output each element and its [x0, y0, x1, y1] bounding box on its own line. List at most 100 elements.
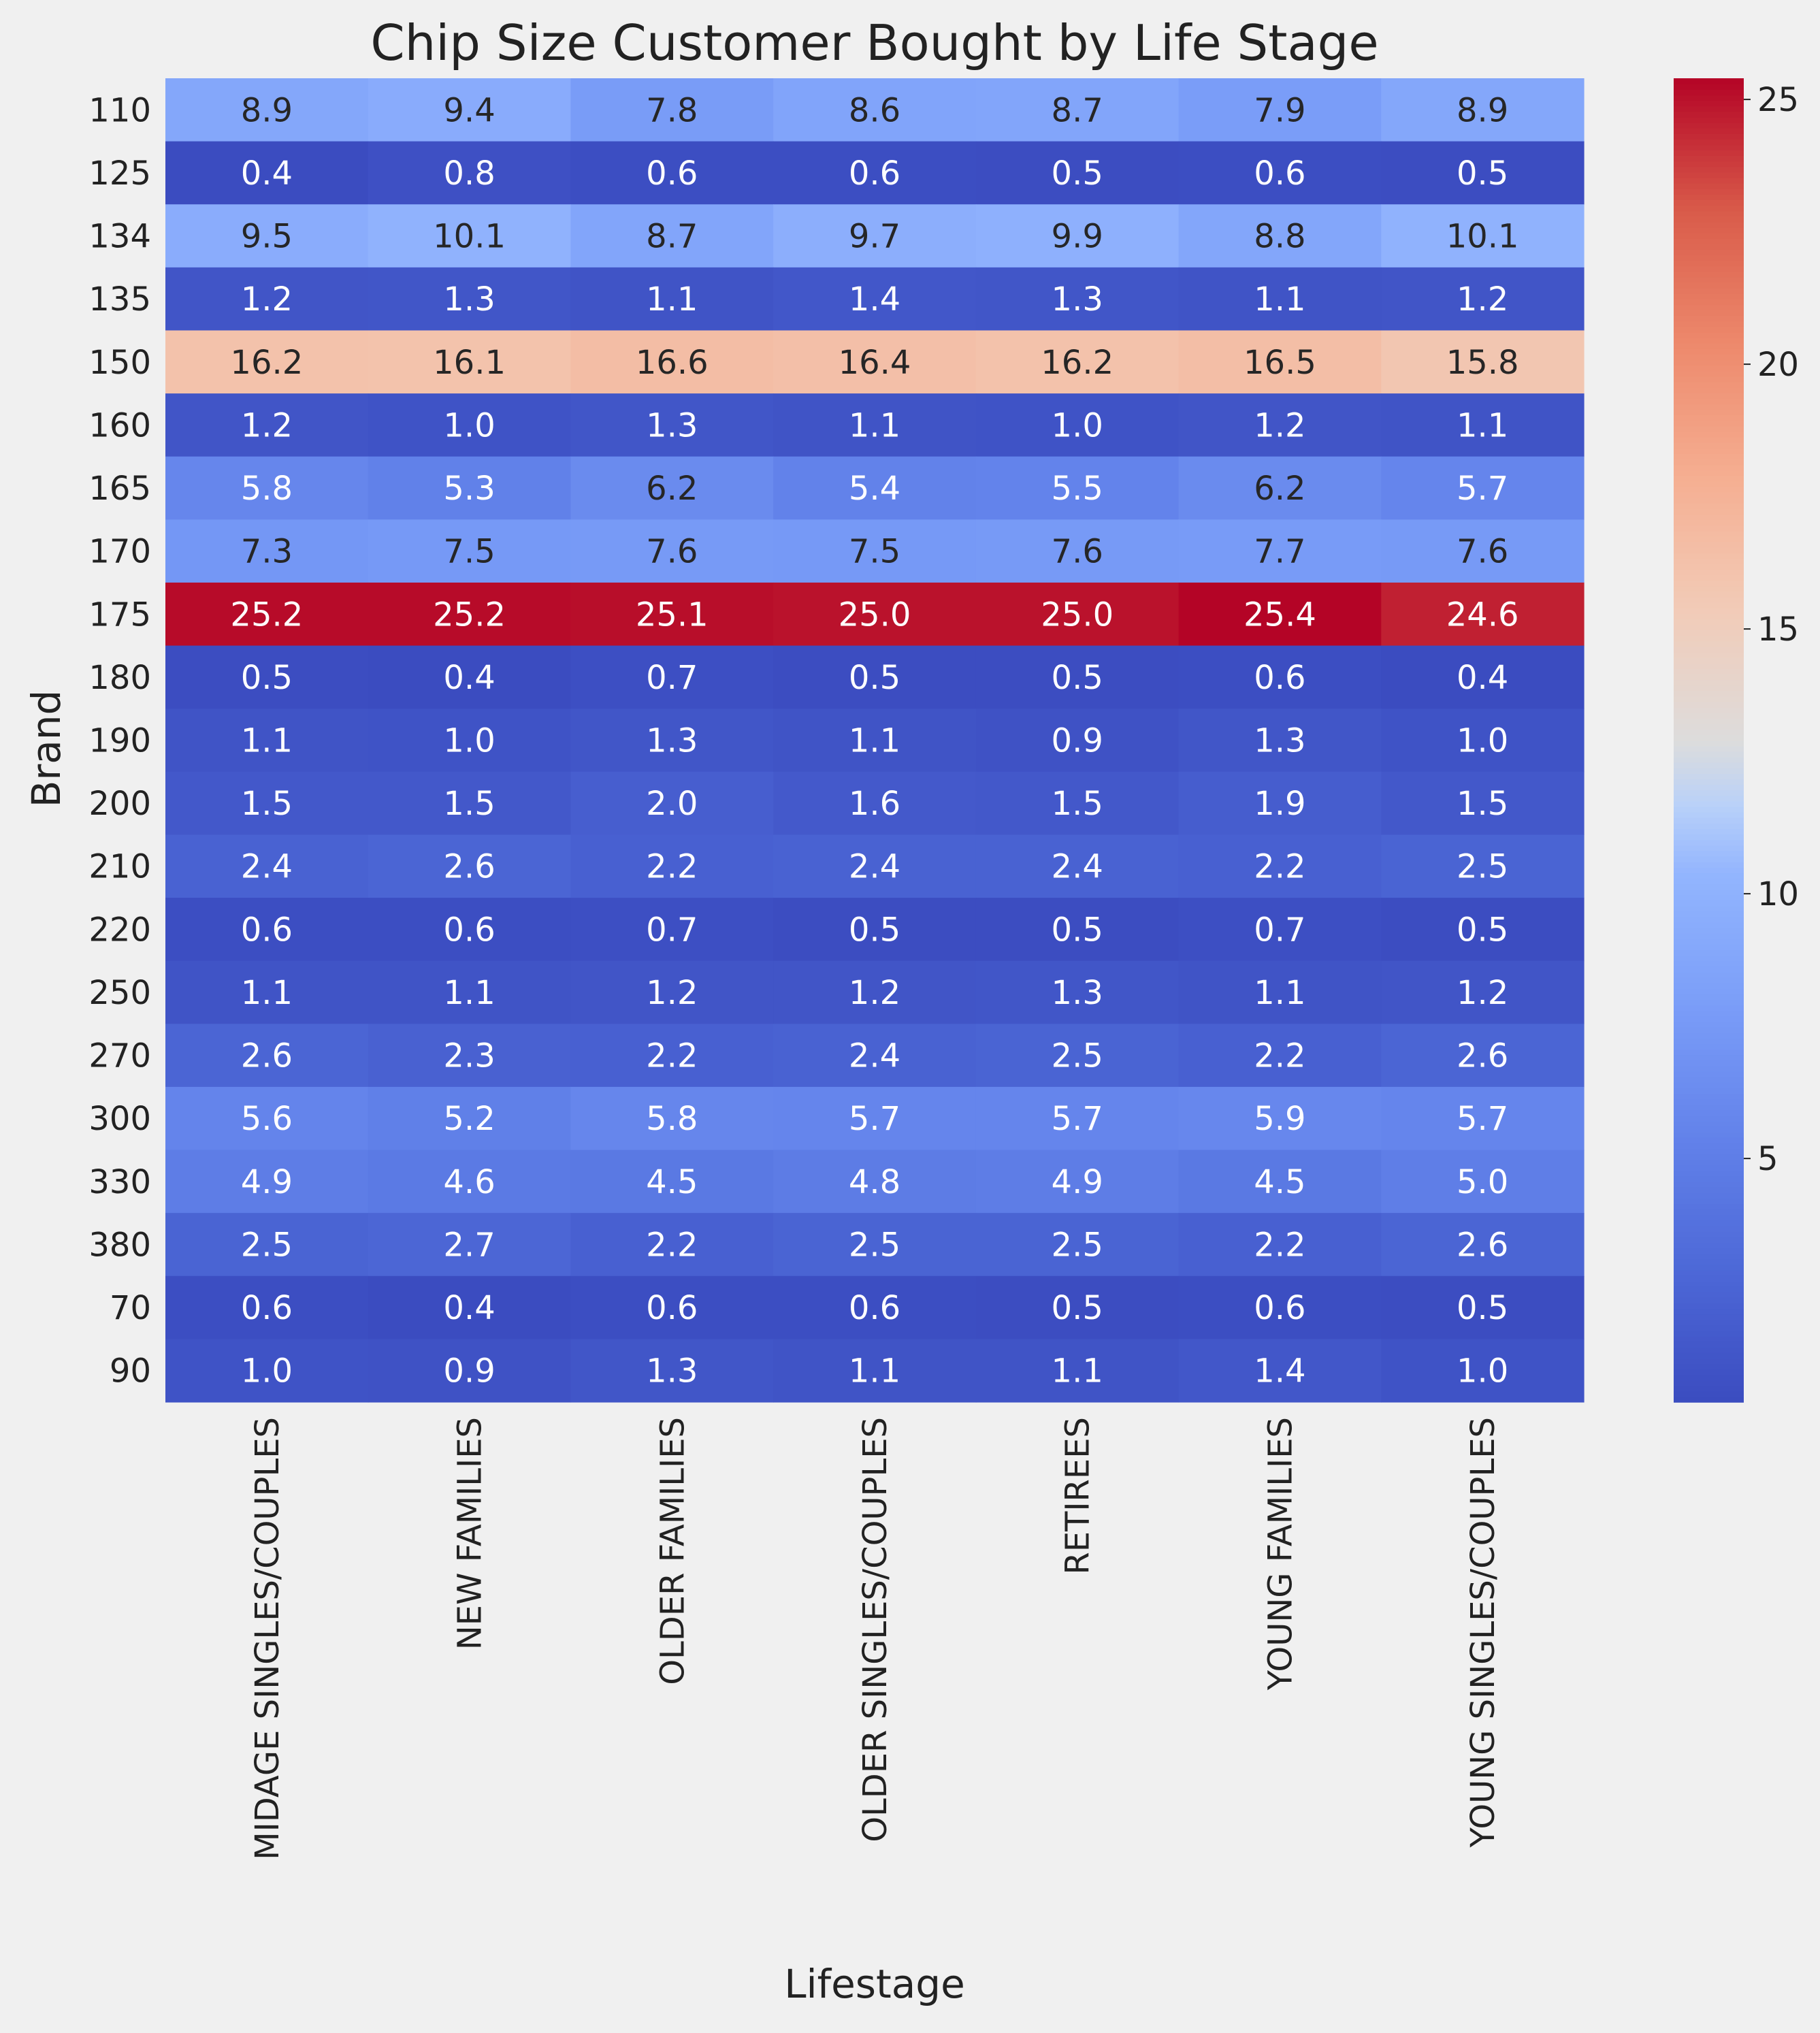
y-tick-label: 190	[88, 722, 151, 760]
cell-value-label: 1.2	[1254, 406, 1305, 444]
cell-value-label: 2.2	[646, 1226, 698, 1264]
colorbar-tick-label: 15	[1757, 611, 1799, 649]
colorbar-segment	[1674, 95, 1744, 101]
cell-value-label: 1.1	[1254, 974, 1305, 1012]
heatmap-cell	[570, 267, 774, 331]
colorbar-segment	[1674, 657, 1744, 664]
colorbar-segment	[1674, 392, 1744, 399]
cell-value-label: 1.9	[1254, 785, 1305, 823]
cell-value-label: 25.1	[636, 596, 709, 634]
colorbar-segment	[1674, 928, 1744, 934]
cell-value-label: 2.4	[849, 848, 900, 886]
cell-value-label: 10.1	[1446, 218, 1519, 256]
colorbar-segment	[1674, 387, 1744, 393]
colorbar-segment	[1674, 1181, 1744, 1188]
colorbar-segment	[1674, 105, 1744, 112]
colorbar-segment	[1674, 166, 1744, 173]
cell-value-label: 25.2	[433, 596, 506, 634]
heatmap-cell	[975, 960, 1180, 1024]
heatmap-cell	[975, 1150, 1180, 1214]
colorbar-segment	[1674, 1396, 1744, 1403]
colorbar-segment	[1674, 1126, 1744, 1133]
colorbar-segment	[1674, 414, 1744, 421]
cell-value-label: 5.5	[1052, 470, 1103, 508]
colorbar-segment	[1674, 370, 1744, 377]
colorbar-segment	[1674, 922, 1744, 928]
heatmap-cell	[368, 204, 572, 268]
cell-value-label: 25.0	[839, 596, 911, 634]
heatmap-cell	[368, 960, 572, 1024]
cell-value-label: 1.5	[241, 785, 293, 823]
heatmap-cell	[165, 141, 369, 205]
heatmap-cell	[570, 141, 774, 205]
colorbar-tick-label: 5	[1757, 1140, 1778, 1178]
cell-value-label: 1.3	[646, 1352, 698, 1390]
cell-value-label: 2.6	[1457, 1226, 1508, 1264]
colorbar-segment	[1674, 1021, 1744, 1028]
cell-value-label: 7.6	[1052, 533, 1103, 571]
heatmap-cell	[773, 393, 977, 457]
cell-value-label: 1.0	[1052, 406, 1103, 444]
colorbar-segment	[1674, 1088, 1744, 1094]
colorbar-segment	[1674, 591, 1744, 598]
colorbar-segment	[1674, 1330, 1744, 1337]
heatmap-cell	[975, 1213, 1180, 1277]
colorbar-segment	[1674, 133, 1744, 140]
heatmap-cell	[165, 834, 369, 898]
heatmap-cell	[773, 1339, 977, 1403]
heatmap-cell	[570, 709, 774, 772]
heatmap-cell	[773, 456, 977, 520]
colorbar-segment	[1674, 1099, 1744, 1105]
colorbar-segment	[1674, 1065, 1744, 1072]
heatmap-cell	[1381, 709, 1585, 772]
cell-value-label: 2.5	[1052, 1226, 1103, 1264]
heatmap-cell	[1381, 204, 1585, 268]
heatmap-cell	[773, 1086, 977, 1151]
heatmap-cell	[1178, 204, 1382, 268]
cell-value-label: 1.1	[849, 722, 900, 760]
colorbar-segment	[1674, 425, 1744, 432]
cell-value-label: 6.2	[646, 470, 698, 508]
x-tick-label: OLDER FAMILIES	[653, 1417, 692, 1685]
cell-value-label: 2.2	[646, 848, 698, 886]
heatmap-cell	[368, 267, 572, 331]
colorbar-segment	[1674, 431, 1744, 438]
colorbar-segment	[1674, 1165, 1744, 1171]
cell-value-label: 2.4	[1052, 848, 1103, 886]
y-tick-label: 330	[88, 1163, 151, 1201]
cell-value-label: 0.4	[241, 154, 293, 193]
cell-value-label: 1.0	[1457, 722, 1508, 760]
heatmap-cell	[570, 645, 774, 709]
colorbar-segment	[1674, 210, 1744, 217]
colorbar-segment	[1674, 491, 1744, 498]
heatmap-cell	[165, 456, 369, 520]
cell-value-label: 2.5	[1052, 1037, 1103, 1075]
colorbar-segment	[1674, 486, 1744, 493]
x-tick-label: RETIREES	[1059, 1417, 1097, 1575]
colorbar-segment	[1674, 1203, 1744, 1210]
colorbar-segment	[1674, 459, 1744, 466]
heatmap-cell	[1178, 1150, 1382, 1214]
colorbar-segment	[1674, 911, 1744, 917]
heatmap-cell	[570, 393, 774, 457]
colorbar-segment	[1674, 1137, 1744, 1143]
colorbar-segment	[1674, 331, 1744, 338]
colorbar-segment	[1674, 585, 1744, 592]
colorbar-segment	[1674, 244, 1744, 250]
colorbar-segment	[1674, 232, 1744, 239]
heatmap-cell	[1381, 834, 1585, 898]
cell-value-label: 2.4	[241, 848, 293, 886]
cell-value-label: 10.1	[433, 218, 506, 256]
colorbar-segment	[1674, 177, 1744, 184]
heatmap-cell	[975, 393, 1180, 457]
colorbar-segment	[1674, 1231, 1744, 1237]
colorbar-segment	[1674, 745, 1744, 752]
cell-value-label: 2.2	[1254, 1226, 1305, 1264]
colorbar-segment	[1674, 834, 1744, 841]
cell-value-label: 7.7	[1254, 533, 1305, 571]
colorbar-segment	[1674, 729, 1744, 736]
colorbar-segment	[1674, 139, 1744, 146]
colorbar-segment	[1674, 249, 1744, 256]
colorbar-segment	[1674, 1026, 1744, 1033]
y-tick-label: 250	[88, 974, 151, 1012]
